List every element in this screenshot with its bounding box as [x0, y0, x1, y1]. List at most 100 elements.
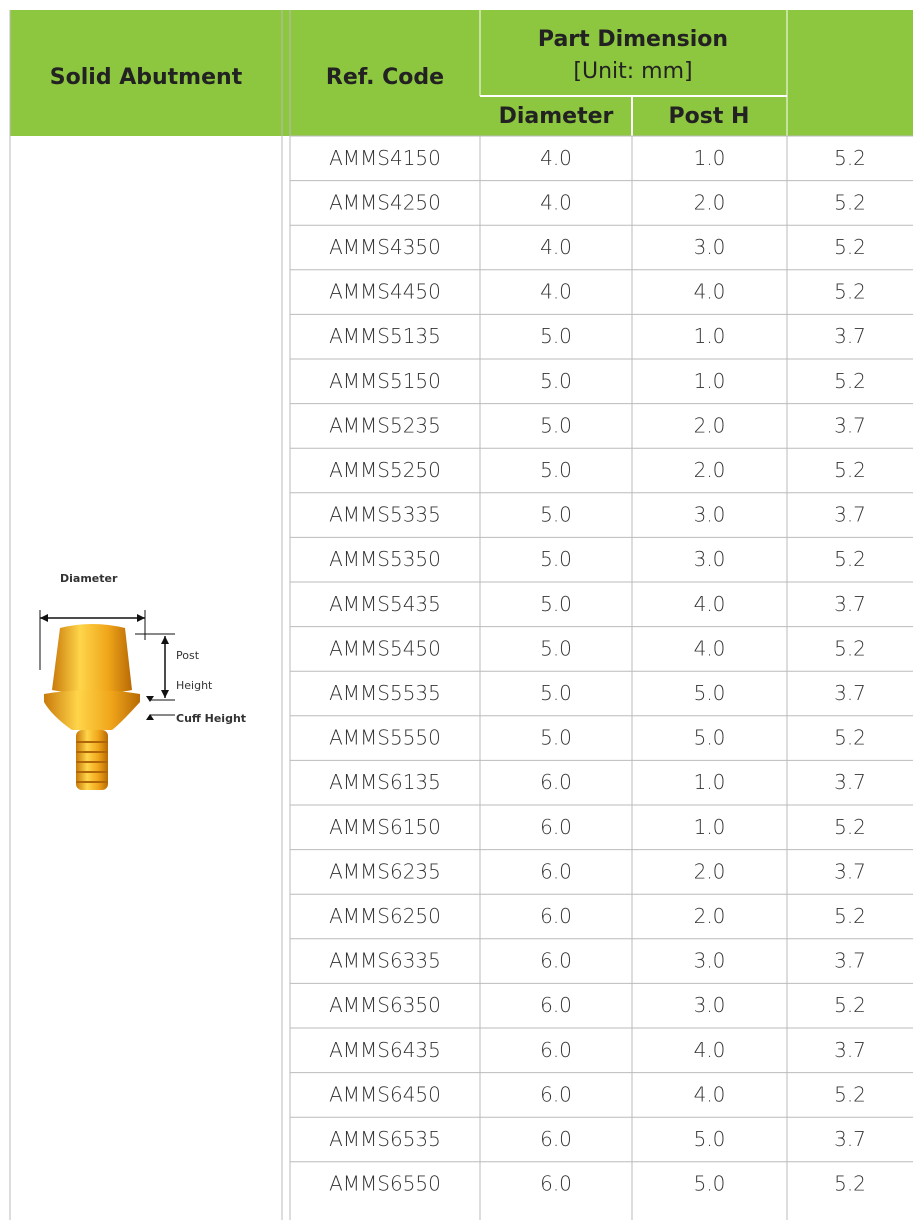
- illustration-label: Diameter: [60, 572, 118, 585]
- table-cell: 5.2: [834, 993, 866, 1017]
- table-cell: 3.7: [834, 770, 866, 794]
- table-cell: 5.0: [540, 636, 572, 660]
- table-cell: 3.0: [694, 993, 726, 1017]
- table-cell: 5.2: [834, 458, 866, 482]
- table-cell: 5.0: [540, 413, 572, 437]
- table-cell: 1.0: [694, 369, 726, 393]
- table-cell: 5.2: [834, 146, 866, 170]
- table-cell: 5.0: [540, 681, 572, 705]
- table-cell: 5.0: [694, 726, 726, 750]
- table-cell: AMMS5435: [329, 592, 441, 616]
- table-cell: AMMS6535: [329, 1127, 441, 1151]
- table-cell: AMMS5235: [329, 413, 441, 437]
- table-cell: 3.7: [834, 949, 866, 973]
- illustration-label: Cuff Height: [176, 712, 246, 725]
- table-cell: 1.0: [694, 770, 726, 794]
- table-cell: 3.7: [834, 1038, 866, 1062]
- table-cell: AMMS6235: [329, 859, 441, 883]
- table-cell: 5.2: [834, 636, 866, 660]
- table-cell: 6.0: [540, 1172, 572, 1196]
- table-cell: 2.0: [694, 859, 726, 883]
- table-cell: AMMS6135: [329, 770, 441, 794]
- table-cell: AMMS6150: [329, 815, 441, 839]
- table-cell: AMMS4250: [329, 190, 441, 214]
- table-cell: AMMS6350: [329, 993, 441, 1017]
- table-cell: 3.7: [834, 681, 866, 705]
- table-cell: AMMS4150: [329, 146, 441, 170]
- table-cell: 2.0: [694, 413, 726, 437]
- table-cell: 5.2: [834, 1172, 866, 1196]
- header-cell: Solid Abutment: [50, 65, 243, 90]
- table-cell: 1.0: [694, 324, 726, 348]
- table-cell: 6.0: [540, 815, 572, 839]
- table: Solid Abutment Ref. Code Part Dimension …: [0, 0, 923, 1220]
- table-cell: 3.7: [834, 324, 866, 348]
- table-cell: AMMS5335: [329, 503, 441, 527]
- table-cell: AMMS4450: [329, 280, 441, 304]
- table-cell: AMMS5535: [329, 681, 441, 705]
- table-cell: 4.0: [540, 190, 572, 214]
- table-cell: AMMS6335: [329, 949, 441, 973]
- table-cell: 6.0: [540, 1038, 572, 1062]
- table-cell: 6.0: [540, 770, 572, 794]
- table-cell: 5.0: [540, 458, 572, 482]
- table-cell: AMMS6435: [329, 1038, 441, 1062]
- table-cell: AMMS5450: [329, 636, 441, 660]
- table-cell: 5.2: [834, 280, 866, 304]
- illustration-label: Height: [176, 679, 213, 692]
- table-cell: 5.0: [540, 592, 572, 616]
- table-cell: 3.7: [834, 592, 866, 616]
- header-cell: Diameter: [499, 104, 614, 129]
- table-cell: AMMS6250: [329, 904, 441, 928]
- table-cell: 5.2: [834, 904, 866, 928]
- table-cell: 1.0: [694, 815, 726, 839]
- table-cell: 5.0: [540, 726, 572, 750]
- table-cell: 5.2: [834, 190, 866, 214]
- table-cell: 5.2: [834, 1082, 866, 1106]
- table-cell: 5.0: [540, 324, 572, 348]
- table-cell: AMMS5350: [329, 547, 441, 571]
- table-cell: 3.7: [834, 859, 866, 883]
- table-cell: 5.0: [694, 1127, 726, 1151]
- table-cell: 5.2: [834, 815, 866, 839]
- table-cell: AMMS5150: [329, 369, 441, 393]
- table-cell: 2.0: [694, 904, 726, 928]
- table-cell: 6.0: [540, 993, 572, 1017]
- table-cell: AMMS4350: [329, 235, 441, 259]
- table-cell: 3.0: [694, 547, 726, 571]
- page: Solid Abutment Ref. Code Part Dimension …: [0, 0, 923, 1220]
- table-cell: 4.0: [694, 636, 726, 660]
- table-cell: 5.0: [694, 1172, 726, 1196]
- table-cell: 2.0: [694, 190, 726, 214]
- table-cell: 3.7: [834, 413, 866, 437]
- table-cell: 3.0: [694, 949, 726, 973]
- table-cell: AMMS6550: [329, 1172, 441, 1196]
- table-cell: 5.2: [834, 726, 866, 750]
- table-cell: 5.2: [834, 547, 866, 571]
- table-cell: 3.7: [834, 1127, 866, 1151]
- table-cell: 4.0: [694, 1082, 726, 1106]
- table-cell: AMMS6450: [329, 1082, 441, 1106]
- table-cell: 5.2: [834, 235, 866, 259]
- table-cell: 6.0: [540, 859, 572, 883]
- table-cell: 5.0: [540, 547, 572, 571]
- header-cell: [Unit: mm]: [573, 59, 692, 84]
- table-cell: 1.0: [694, 146, 726, 170]
- table-cell: 4.0: [694, 280, 726, 304]
- table-cell: 4.0: [540, 280, 572, 304]
- table-cell: 6.0: [540, 1127, 572, 1151]
- table-cell: AMMS5135: [329, 324, 441, 348]
- abutment-illustration: Diameter Post Height Cuff Height: [40, 572, 246, 790]
- table-cell: 4.0: [540, 146, 572, 170]
- table-cell: 4.0: [694, 1038, 726, 1062]
- table-cell: AMMS5550: [329, 726, 441, 750]
- table-cell: 5.0: [540, 369, 572, 393]
- table-cell: 5.0: [694, 681, 726, 705]
- table-cell: 2.0: [694, 458, 726, 482]
- table-cell: 3.7: [834, 503, 866, 527]
- table-cell: AMMS5250: [329, 458, 441, 482]
- table-cell: 5.2: [834, 369, 866, 393]
- table-cell: 6.0: [540, 904, 572, 928]
- table-cell: 3.0: [694, 235, 726, 259]
- table-cell: 5.0: [540, 503, 572, 527]
